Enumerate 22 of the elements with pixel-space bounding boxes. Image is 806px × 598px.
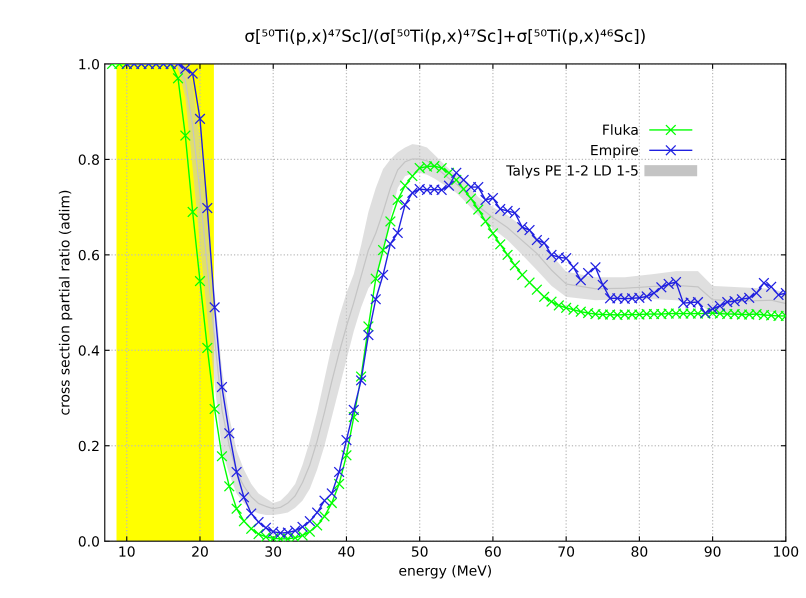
- x-tick-label: 90: [704, 546, 721, 557]
- y-tick-label: 0.0: [78, 536, 99, 547]
- x-tick-label: 80: [631, 546, 648, 557]
- y-tick-label: 1.0: [79, 58, 99, 70]
- y-axis-title: cross section partial ratio (adim): [58, 190, 72, 415]
- x-tick-label: 30: [265, 546, 282, 557]
- x-tick-label: 70: [558, 546, 574, 557]
- x-tick-label: 50: [412, 546, 428, 557]
- y-tick-label: 0.8: [78, 154, 99, 165]
- x-tick-label: 100: [774, 546, 798, 557]
- legend-label: Empire: [591, 144, 638, 158]
- x-tick-label: 20: [192, 546, 208, 557]
- y-tick-label: 0.2: [78, 440, 99, 452]
- chart-title: σ[⁵⁰Ti(p,x)⁴⁷Sc]/(σ[⁵⁰Ti(p,x)⁴⁷Sc]+σ[⁵⁰Ti(p,x)⁴⁶Sc]): [245, 29, 645, 46]
- x-axis-title: energy (MeV): [399, 565, 491, 578]
- x-tick-label: 10: [119, 546, 135, 557]
- y-tick-label: 0.6: [78, 250, 100, 260]
- x-tick-label: 40: [338, 546, 354, 557]
- legend-label: Fluka: [603, 124, 638, 135]
- x-tick-label: 60: [485, 546, 501, 557]
- y-tick-label: 0.4: [78, 345, 100, 356]
- legend-label: Talys PE 1-2 LD 1-5: [506, 164, 638, 178]
